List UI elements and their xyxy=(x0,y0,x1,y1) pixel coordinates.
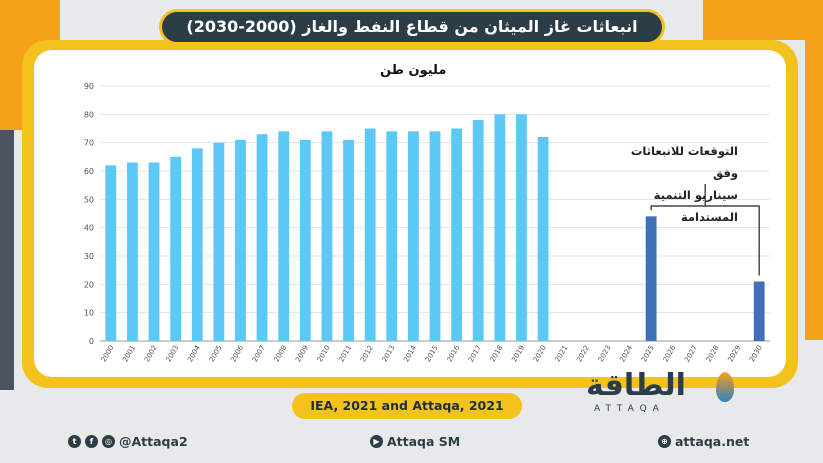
footer: t f ◎ @Attaqa2 ▶ Attaqa SM ⊕ attaqa.net xyxy=(0,428,823,463)
bar xyxy=(256,134,268,341)
y-tick-label: 90 xyxy=(84,82,94,91)
x-tick-label: 2012 xyxy=(359,344,375,363)
x-tick-label: 2027 xyxy=(683,344,699,363)
chart-title: انبعاثات غاز الميثان من قطاع النفط والغا… xyxy=(162,12,662,42)
attaqa-logo: الطاقة ATTAQA xyxy=(586,366,736,416)
x-tick-label: 2003 xyxy=(165,344,181,363)
annotation-line-1: التوقعات للانبعاثات وفق xyxy=(630,144,738,180)
bar xyxy=(407,131,419,341)
source-label: IEA, 2021 and Attaqa, 2021 xyxy=(292,393,522,419)
x-tick-label: 2026 xyxy=(662,344,678,364)
youtube-icon: ▶ xyxy=(370,435,383,448)
logo-latin-text: ATTAQA xyxy=(594,404,665,414)
x-tick-label: 2014 xyxy=(402,344,418,364)
bar xyxy=(213,142,225,341)
social-handle-text: @Attaqa2 xyxy=(119,434,188,449)
bar xyxy=(321,131,333,341)
x-tick-label: 2011 xyxy=(337,344,353,363)
annotation-line-2: سيناريو التنمية المستدامة xyxy=(653,188,738,224)
edge-decoration xyxy=(805,40,823,340)
bar xyxy=(170,156,182,341)
x-tick-label: 2021 xyxy=(554,344,570,363)
twitter-icon: t xyxy=(68,435,81,448)
bar xyxy=(537,137,549,341)
website-text: attaqa.net xyxy=(675,434,750,449)
y-tick-label: 70 xyxy=(84,139,94,148)
x-tick-label: 2025 xyxy=(640,344,656,363)
x-tick-label: 2022 xyxy=(575,344,591,363)
x-tick-label: 2001 xyxy=(121,344,137,363)
y-tick-label: 50 xyxy=(84,195,94,204)
youtube-text: Attaqa SM xyxy=(387,434,461,449)
bar xyxy=(299,139,311,341)
bar xyxy=(127,162,138,341)
edge-decoration xyxy=(0,130,14,390)
x-tick-label: 2007 xyxy=(251,344,267,363)
x-tick-label: 2016 xyxy=(446,344,462,364)
forecast-annotation: التوقعات للانبعاثات وفق سيناريو التنمية … xyxy=(620,140,738,228)
bar xyxy=(451,128,463,341)
y-tick-label: 40 xyxy=(84,224,94,233)
facebook-icon: f xyxy=(85,435,98,448)
x-tick-label: 2019 xyxy=(510,344,526,363)
x-tick-label: 2009 xyxy=(294,344,310,363)
x-tick-label: 2018 xyxy=(489,344,505,363)
x-tick-label: 2017 xyxy=(467,344,483,363)
globe-icon: ⊕ xyxy=(658,435,671,448)
bar xyxy=(364,128,376,341)
x-tick-label: 2020 xyxy=(532,344,548,363)
bar xyxy=(105,165,117,341)
x-tick-label: 2024 xyxy=(618,344,634,364)
x-tick-label: 2030 xyxy=(748,344,764,363)
x-tick-label: 2008 xyxy=(273,344,289,363)
social-handle[interactable]: t f ◎ @Attaqa2 xyxy=(68,434,188,449)
bar xyxy=(494,114,506,341)
x-tick-label: 2029 xyxy=(726,344,742,363)
logo-drop-icon xyxy=(716,372,734,402)
x-tick-label: 2000 xyxy=(100,344,116,363)
bar xyxy=(753,281,765,341)
bar xyxy=(148,162,160,341)
logo-arabic-text: الطاقة xyxy=(586,368,686,403)
bar xyxy=(343,139,354,341)
corner-decoration xyxy=(703,0,823,40)
x-tick-label: 2023 xyxy=(597,344,613,363)
y-tick-label: 60 xyxy=(84,167,94,176)
bar xyxy=(278,131,290,341)
youtube-link[interactable]: ▶ Attaqa SM xyxy=(370,434,460,449)
x-tick-label: 2013 xyxy=(381,344,397,363)
y-tick-label: 20 xyxy=(84,280,94,289)
y-tick-label: 30 xyxy=(84,252,94,261)
unit-label: مليون طن xyxy=(380,63,447,78)
x-tick-label: 2006 xyxy=(229,344,245,364)
y-tick-label: 80 xyxy=(84,110,94,119)
y-tick-label: 0 xyxy=(89,337,94,346)
bar xyxy=(516,114,527,341)
x-tick-label: 2015 xyxy=(424,344,440,363)
bar xyxy=(386,131,398,341)
x-tick-label: 2004 xyxy=(186,344,202,364)
x-tick-label: 2028 xyxy=(705,344,721,363)
instagram-icon: ◎ xyxy=(102,435,115,448)
bar xyxy=(191,148,203,341)
y-tick-label: 10 xyxy=(84,309,94,318)
bar xyxy=(472,120,484,341)
bar xyxy=(235,139,246,341)
x-tick-label: 2005 xyxy=(208,344,224,363)
x-tick-label: 2010 xyxy=(316,344,332,363)
x-tick-label: 2002 xyxy=(143,344,159,363)
website-link[interactable]: ⊕ attaqa.net xyxy=(658,434,749,449)
bar xyxy=(645,216,657,341)
bar xyxy=(429,131,441,341)
